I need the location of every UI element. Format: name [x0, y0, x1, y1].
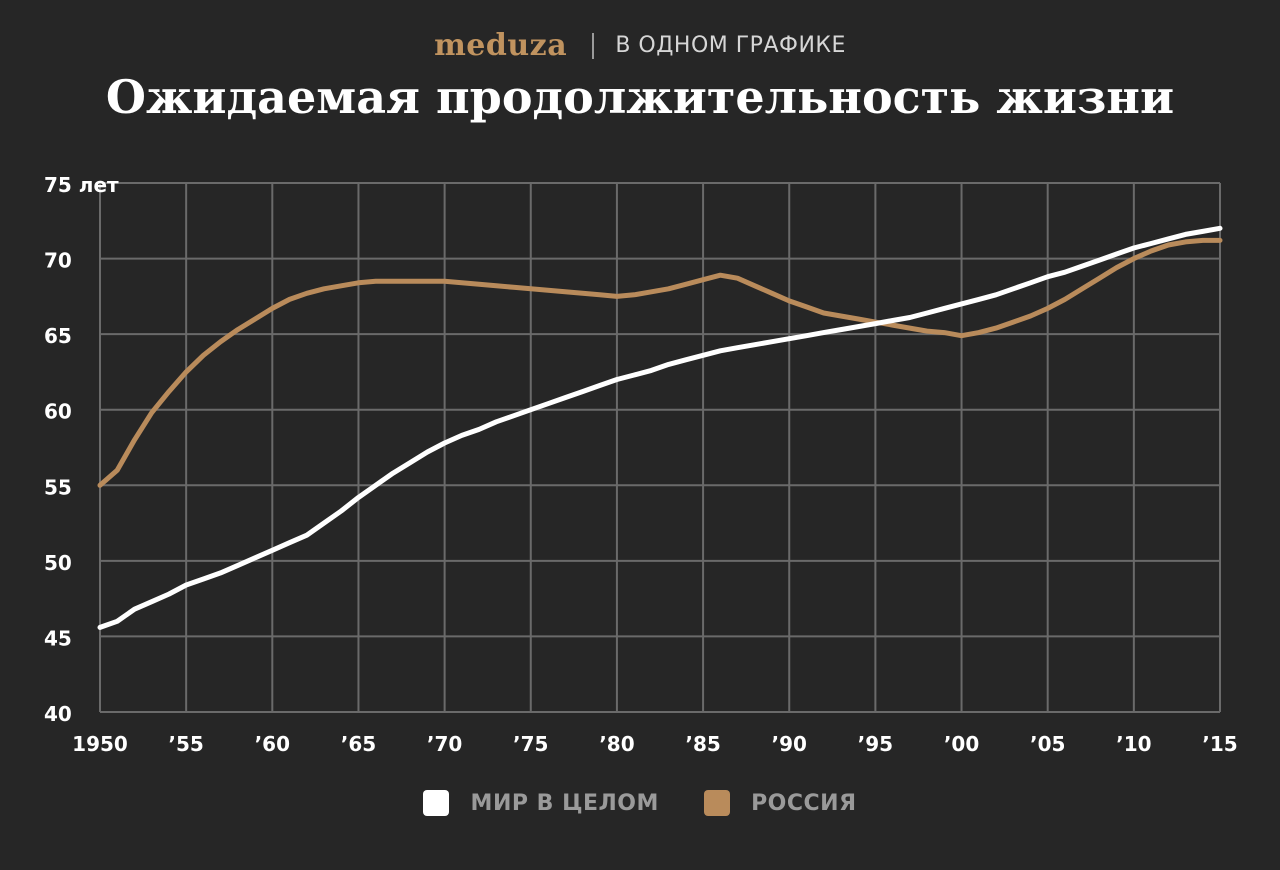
y-tick-label: 45 [44, 626, 72, 650]
x-tick-label: ’05 [1030, 732, 1065, 756]
y-tick-label: 65 [44, 324, 72, 348]
legend-label-world: МИР В ЦЕЛОМ [470, 790, 659, 816]
x-tick-label: ’80 [599, 732, 634, 756]
x-tick-label: ’60 [255, 732, 290, 756]
chart-title: Ожидаемая продолжительность жизни [105, 70, 1175, 124]
y-tick-label: 75 лет [44, 173, 119, 197]
x-tick-label: ’00 [944, 732, 979, 756]
legend-item-world: МИР В ЦЕЛОМ [423, 790, 658, 816]
legend-swatch-world [423, 790, 450, 816]
y-tick-label: 70 [44, 249, 72, 273]
x-tick-label: ’95 [858, 732, 893, 756]
x-tick-label: ’90 [772, 732, 807, 756]
y-tick-label: 55 [44, 475, 72, 499]
x-tick-label: ’55 [168, 732, 203, 756]
x-tick-label: ’70 [427, 732, 462, 756]
legend-swatch-russia [703, 790, 730, 816]
series-line-russia [97, 237, 1223, 488]
brand-logo: meduza [434, 28, 568, 63]
y-tick-label: 40 [44, 702, 72, 726]
grid-lines [99, 182, 1221, 713]
series-line-world [97, 225, 1223, 630]
x-tick-label: ’85 [685, 732, 720, 756]
x-tick-label: ’65 [341, 732, 376, 756]
x-tick-label: 1950 [72, 732, 128, 756]
y-tick-label: 50 [44, 551, 72, 575]
x-tick-label: ’15 [1202, 732, 1237, 756]
x-tick-label: ’75 [513, 732, 548, 756]
chart-header: meduza В ОДНОМ ГРАФИКЕ [0, 28, 1280, 63]
legend-label-russia: РОССИЯ [751, 790, 857, 816]
legend: МИР В ЦЕЛОМ РОССИЯ [0, 790, 1280, 816]
legend-item-russia: РОССИЯ [703, 790, 857, 816]
header-divider [592, 32, 595, 59]
section-label: В ОДНОМ ГРАФИКЕ [615, 33, 846, 58]
y-tick-label: 60 [44, 400, 72, 424]
series-lines [97, 225, 1223, 630]
x-tick-label: ’10 [1116, 732, 1151, 756]
